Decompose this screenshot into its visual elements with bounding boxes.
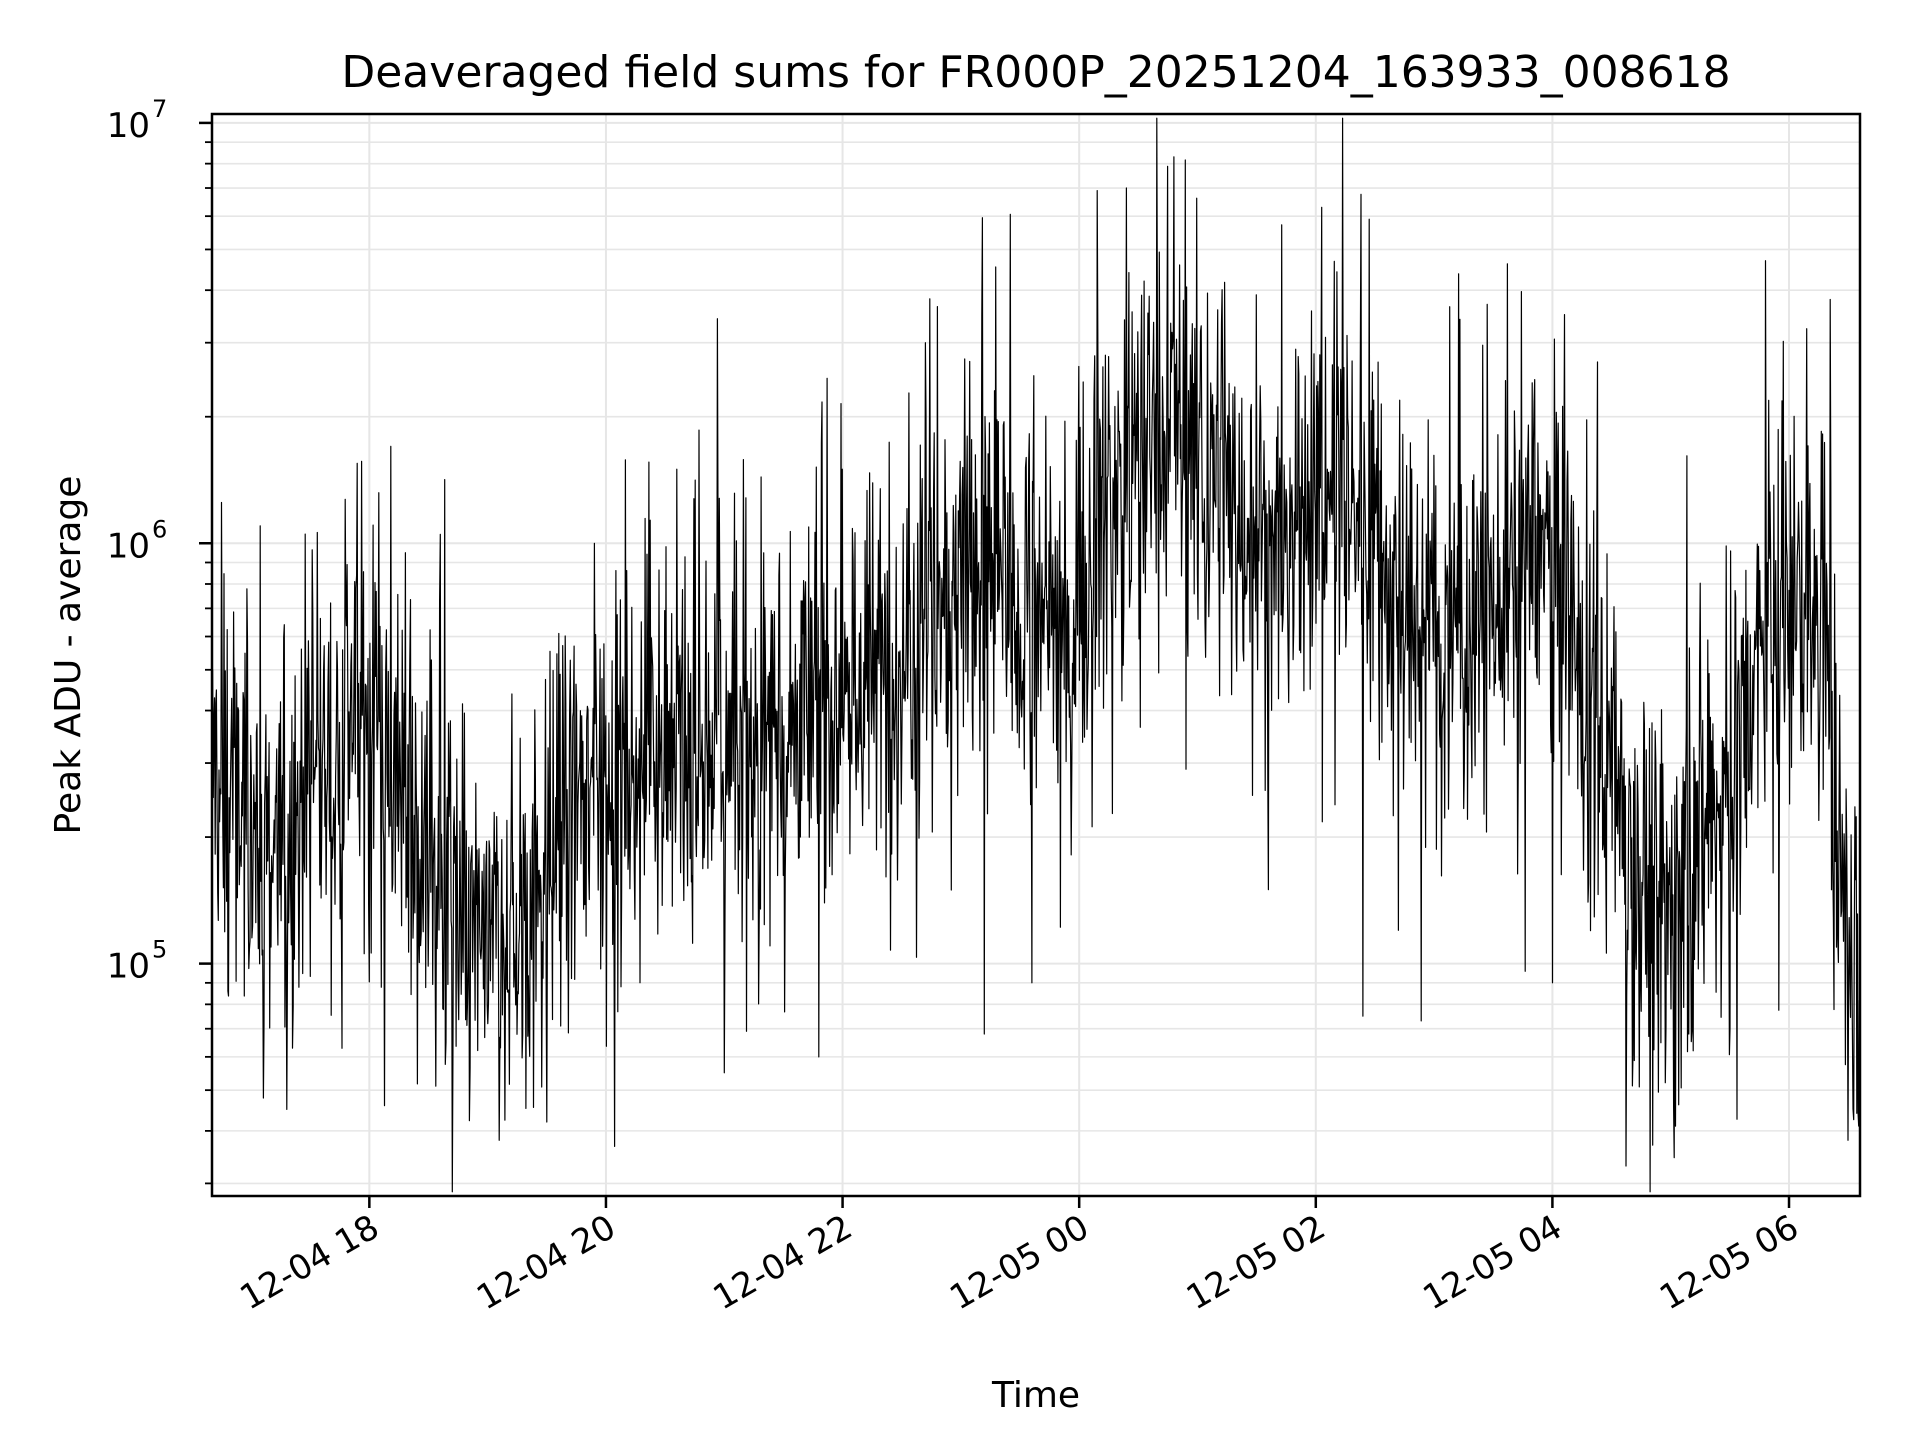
y-tick-exponent: 7 (152, 95, 167, 123)
x-axis-label: Time (991, 1375, 1080, 1416)
y-tick-label: 10 (107, 106, 150, 146)
plot-frame (210, 112, 1862, 1198)
y-tick-label: 10 (107, 526, 150, 566)
y-axis-label: Peak ADU - average (48, 476, 89, 835)
data-series (211, 117, 1861, 1193)
chart-title: Deaveraged field sums for FR000P_2025120… (341, 47, 1730, 98)
y-tick-exponent: 6 (152, 515, 167, 543)
y-tick-exponent: 5 (152, 936, 167, 964)
series-line (211, 117, 1861, 1193)
y-tick-label: 10 (107, 947, 150, 987)
